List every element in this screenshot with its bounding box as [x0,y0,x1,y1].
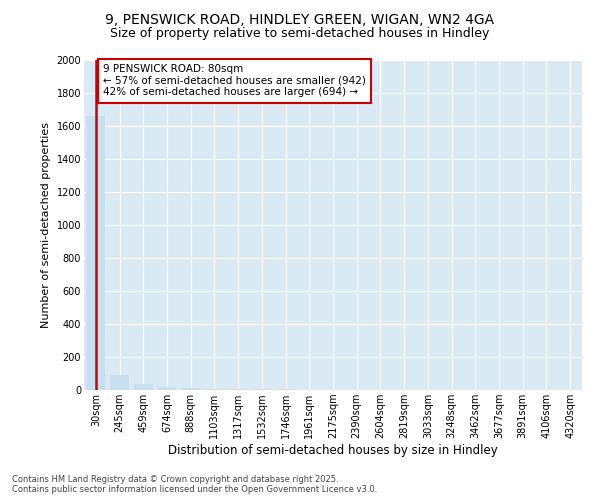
Bar [181,388,200,390]
Text: 9, PENSWICK ROAD, HINDLEY GREEN, WIGAN, WN2 4GA: 9, PENSWICK ROAD, HINDLEY GREEN, WIGAN, … [106,12,494,26]
Text: 9 PENSWICK ROAD: 80sqm
← 57% of semi-detached houses are smaller (942)
42% of se: 9 PENSWICK ROAD: 80sqm ← 57% of semi-det… [103,64,366,98]
Bar [205,388,224,390]
Bar [134,384,153,390]
Bar [229,389,248,390]
X-axis label: Distribution of semi-detached houses by size in Hindley: Distribution of semi-detached houses by … [168,444,498,457]
Bar [253,389,271,390]
Y-axis label: Number of semi-detached properties: Number of semi-detached properties [41,122,51,328]
Bar [86,116,106,390]
Text: Contains HM Land Registry data © Crown copyright and database right 2025.
Contai: Contains HM Land Registry data © Crown c… [12,474,377,494]
Text: Size of property relative to semi-detached houses in Hindley: Size of property relative to semi-detach… [110,28,490,40]
Bar [110,375,129,390]
Bar [158,386,176,390]
